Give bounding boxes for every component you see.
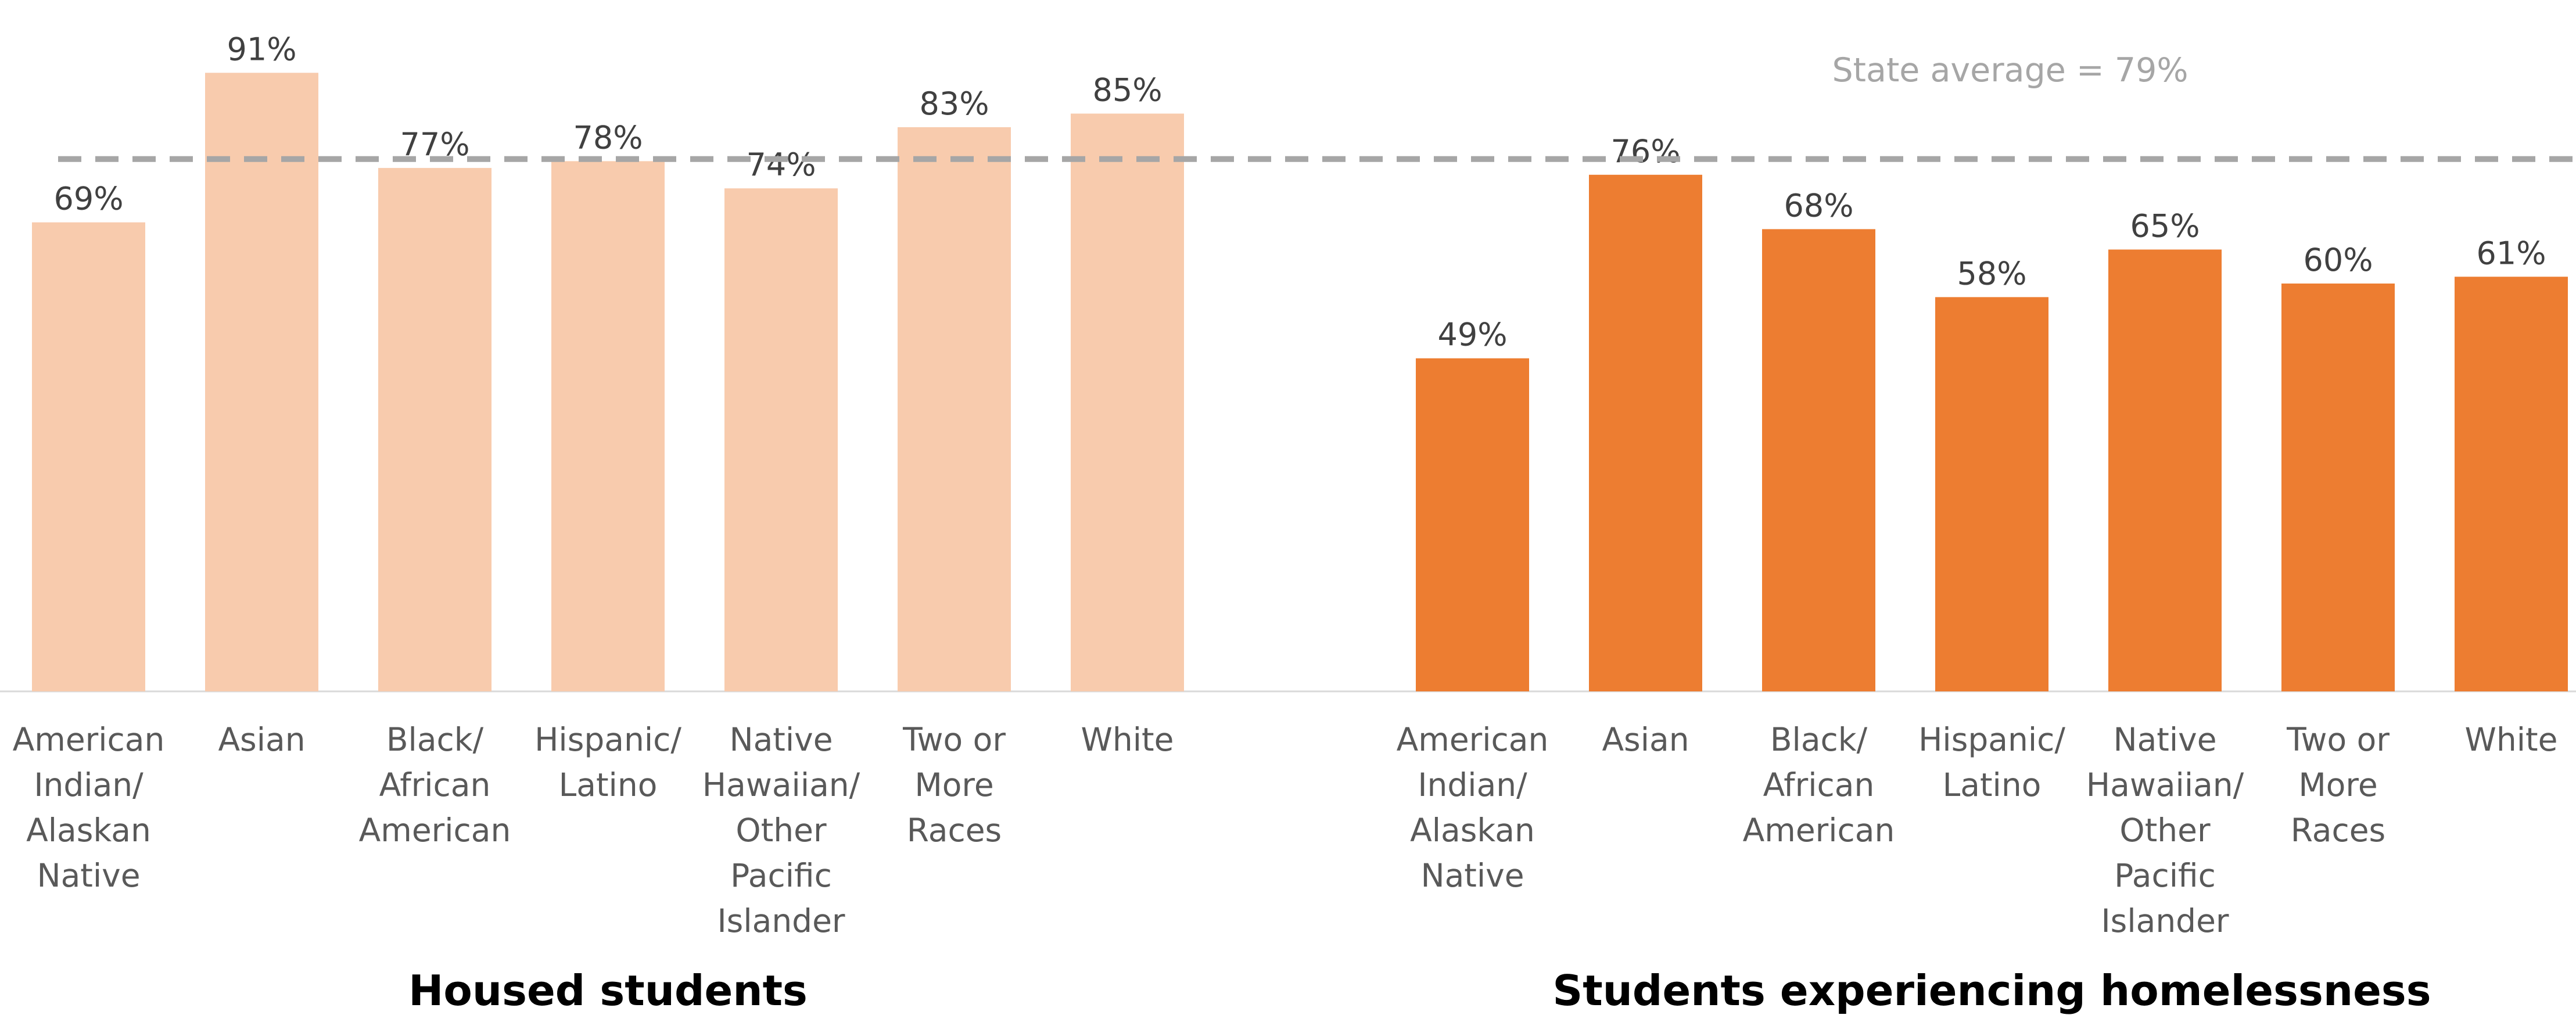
data-label: 69% [53, 181, 123, 217]
category-label: Asian [1602, 721, 1689, 758]
category-label: White [1081, 721, 1174, 758]
bar [1762, 229, 1875, 691]
category-label: Native Hawaiian/Other Pacific Islander [702, 721, 860, 939]
data-label: 61% [2476, 235, 2546, 271]
data-label: 76% [1610, 133, 1680, 170]
category-label: Hispanic/Latino [534, 721, 681, 804]
category-label: American Indian/Alaskan Native [13, 721, 165, 894]
group-title: Housed students [408, 966, 808, 1015]
category-label: Two or More Races [2286, 721, 2390, 849]
data-label: 91% [227, 31, 296, 67]
bar [1935, 297, 2048, 691]
bar [2455, 277, 2568, 691]
bar [378, 168, 491, 692]
bar [551, 161, 665, 691]
category-label: Two or More Races [902, 721, 1006, 849]
bar [2108, 249, 2222, 691]
data-label: 74% [746, 146, 816, 183]
bar [205, 73, 318, 691]
category-label: Black/African American [1743, 721, 1895, 849]
category-label: Hispanic/Latino [1918, 721, 2065, 804]
category-label: White [2465, 721, 2558, 758]
data-label: 68% [1784, 187, 1853, 224]
data-label: 58% [1957, 255, 2026, 292]
data-label: 85% [1092, 72, 1162, 109]
category-label: American Indian/Alaskan Native [1397, 721, 1549, 894]
data-label: 83% [919, 85, 989, 122]
category-label: Native Hawaiian/Other Pacific Islander [2086, 721, 2244, 939]
bar [724, 188, 838, 691]
group-title: Students experiencing homelessness [1552, 966, 2431, 1015]
bar [1589, 174, 1702, 691]
data-label: 49% [1437, 317, 1507, 353]
data-label: 78% [573, 119, 643, 156]
data-label: 65% [2130, 208, 2200, 245]
bar [1071, 113, 1184, 691]
category-label: Asian [218, 721, 305, 758]
state-average-label: State average = 79% [1832, 51, 2188, 89]
bar [1416, 358, 1529, 691]
bar [32, 222, 145, 691]
category-label: Black/African American [359, 721, 511, 849]
bar [2281, 284, 2395, 691]
data-label: 60% [2303, 242, 2373, 278]
bar [898, 127, 1011, 691]
